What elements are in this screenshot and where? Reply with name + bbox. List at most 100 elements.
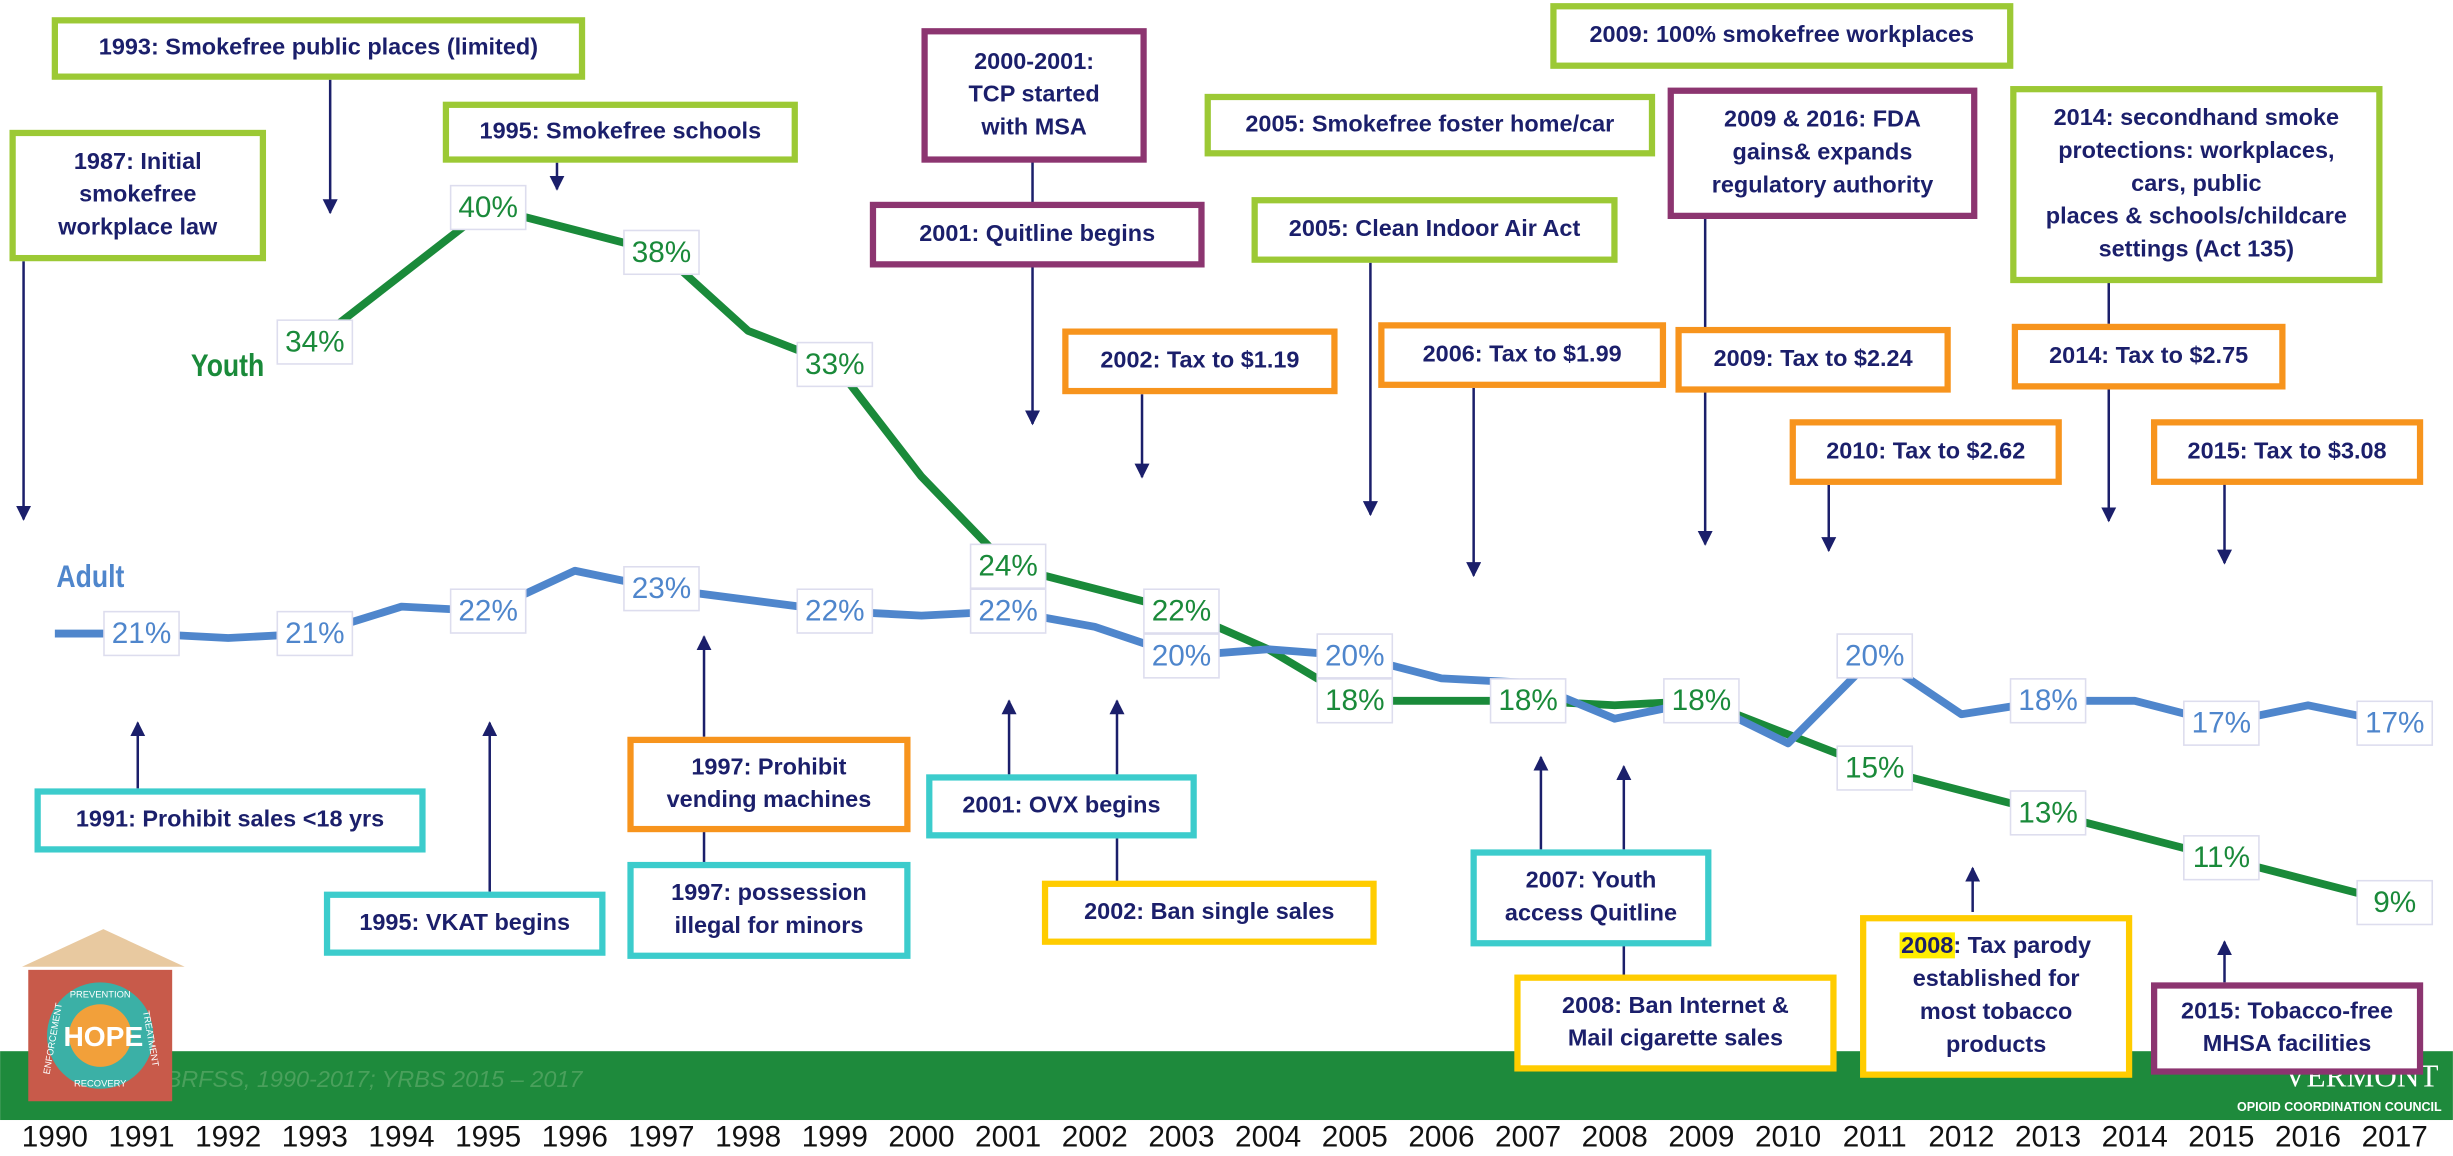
x-tick-label: 2003 xyxy=(1148,1121,1214,1154)
value-label: 17% xyxy=(2192,707,2251,740)
x-tick-label: 2004 xyxy=(1235,1121,1301,1154)
hope-logo xyxy=(22,929,185,1102)
value-label: 22% xyxy=(1152,595,1211,628)
series-line xyxy=(54,566,2396,748)
annotation-text: : Tax parody xyxy=(1953,932,2091,958)
annotation-box xyxy=(1789,419,2062,485)
annotation-text: gains& expands xyxy=(1733,139,1913,165)
value-label: 40% xyxy=(458,191,517,224)
annotation-text: 1987: Initial xyxy=(74,148,202,174)
value-label-box xyxy=(1316,633,1394,679)
x-tick-label: 2010 xyxy=(1755,1121,1821,1154)
value-label-box xyxy=(1316,678,1394,724)
value-label: 20% xyxy=(1845,639,1904,672)
x-tick-label: 2000 xyxy=(888,1121,954,1154)
logo-core xyxy=(68,1004,132,1067)
value-label-box xyxy=(449,588,527,634)
annotation-box xyxy=(442,101,798,163)
annotation-text: 2002: Tax to $1.19 xyxy=(1100,347,1299,373)
value-label: 22% xyxy=(805,595,864,628)
x-tick-label: 1996 xyxy=(542,1121,608,1154)
value-label: 18% xyxy=(1325,684,1384,717)
annotation-text: TCP started xyxy=(968,81,1099,107)
annotation-text: 2002: Ban single sales xyxy=(1084,898,1334,924)
annotation-box xyxy=(1041,880,1377,945)
value-label-box xyxy=(1143,633,1220,679)
annotation-text: 2007: Youth xyxy=(1526,867,1657,893)
value-label: 18% xyxy=(1498,684,1557,717)
annotation-text: vending machines xyxy=(667,786,872,812)
value-label: 20% xyxy=(1152,639,1211,672)
logo-council: OPIOID COORDINATION COUNCIL xyxy=(2237,1100,2442,1114)
value-label: 21% xyxy=(112,617,171,650)
value-label-box xyxy=(1836,633,1914,679)
value-label: 38% xyxy=(632,236,691,269)
value-label: 11% xyxy=(2193,841,2250,874)
annotation-box xyxy=(9,129,267,262)
value-label: 15% xyxy=(1845,751,1904,784)
series-label: Adult xyxy=(56,560,124,594)
x-tick-label: 2016 xyxy=(2275,1121,2341,1154)
annotation-text: 1995: VKAT begins xyxy=(359,909,570,935)
x-tick-label: 2014 xyxy=(2102,1121,2168,1154)
x-tick-label: 2007 xyxy=(1495,1121,1561,1154)
annotation-text: 2014: Tax to $2.75 xyxy=(2049,342,2248,368)
value-label: 33% xyxy=(805,348,864,381)
value-label-box xyxy=(276,610,354,657)
annotation-box xyxy=(51,17,586,80)
annotation-text: workplace law xyxy=(57,214,218,240)
annotation-box xyxy=(34,788,426,853)
annotation-highlight: 2008 xyxy=(1901,932,1953,958)
value-label-box xyxy=(969,588,1047,634)
value-label: 34% xyxy=(285,325,344,358)
x-tick-label: 2012 xyxy=(1928,1121,1994,1154)
annotation-box xyxy=(627,736,911,833)
value-label-box xyxy=(796,588,874,634)
x-tick-label: 1991 xyxy=(108,1121,174,1154)
logo-word: RECOVERY xyxy=(74,1079,127,1089)
annotation-text: places & schools/childcare xyxy=(2046,203,2347,229)
value-label-box xyxy=(623,566,700,612)
x-tick-label: 1998 xyxy=(715,1121,781,1154)
annotation-box xyxy=(921,28,1147,163)
x-tick-label: 2006 xyxy=(1408,1121,1474,1154)
annotation-box xyxy=(2150,982,2424,1075)
x-tick-label: 2015 xyxy=(2188,1121,2254,1154)
x-tick-label: 2011 xyxy=(1843,1121,1907,1154)
annotation-box xyxy=(1667,87,1978,219)
x-tick-label: 1999 xyxy=(802,1121,868,1154)
annotation-text: 2000-2001: xyxy=(974,48,1094,74)
annotation-text: 2015: Tax to $3.08 xyxy=(2188,437,2387,463)
x-tick-label: 2001 xyxy=(975,1121,1041,1154)
value-label: 21% xyxy=(285,617,344,650)
x-tick-label: 2008 xyxy=(1582,1121,1648,1154)
annotation-box xyxy=(1378,322,1667,388)
value-label-box xyxy=(1663,678,1740,724)
value-label-box xyxy=(2009,790,2087,836)
x-tick-label: 2017 xyxy=(2362,1121,2428,1154)
annotation-box xyxy=(2010,86,2383,284)
x-tick-label: 2005 xyxy=(1322,1121,1388,1154)
x-tick-label: 1993 xyxy=(282,1121,348,1154)
annotation-text: 2009 & 2016: FDA xyxy=(1724,106,1921,132)
annotation-box xyxy=(1470,849,1712,947)
annotation-text: 1997: possession xyxy=(671,879,867,905)
x-tick-label: 1995 xyxy=(455,1121,521,1154)
value-label-box xyxy=(2356,700,2434,746)
value-label: 24% xyxy=(978,550,1037,583)
annotation-text: illegal for minors xyxy=(674,912,863,938)
value-label-box xyxy=(2183,835,2260,881)
annotation-text: 2006: Tax to $1.99 xyxy=(1423,340,1622,366)
value-label-box xyxy=(449,184,527,231)
annotation-text: 2008: Tax parody xyxy=(1901,932,2091,958)
logo-roof xyxy=(22,929,185,967)
annotation-text: 2015: Tobacco-free xyxy=(2181,997,2393,1023)
annotation-text: access Quitline xyxy=(1505,900,1677,926)
x-tick-label: 1997 xyxy=(628,1121,694,1154)
annotation-text: 2009: Tax to $2.24 xyxy=(1714,345,1913,371)
logo-word: PREVENTION xyxy=(70,989,131,999)
annotation-box xyxy=(1251,197,1618,263)
x-tick-label: 1992 xyxy=(195,1121,261,1154)
value-label-box xyxy=(1489,678,1567,724)
